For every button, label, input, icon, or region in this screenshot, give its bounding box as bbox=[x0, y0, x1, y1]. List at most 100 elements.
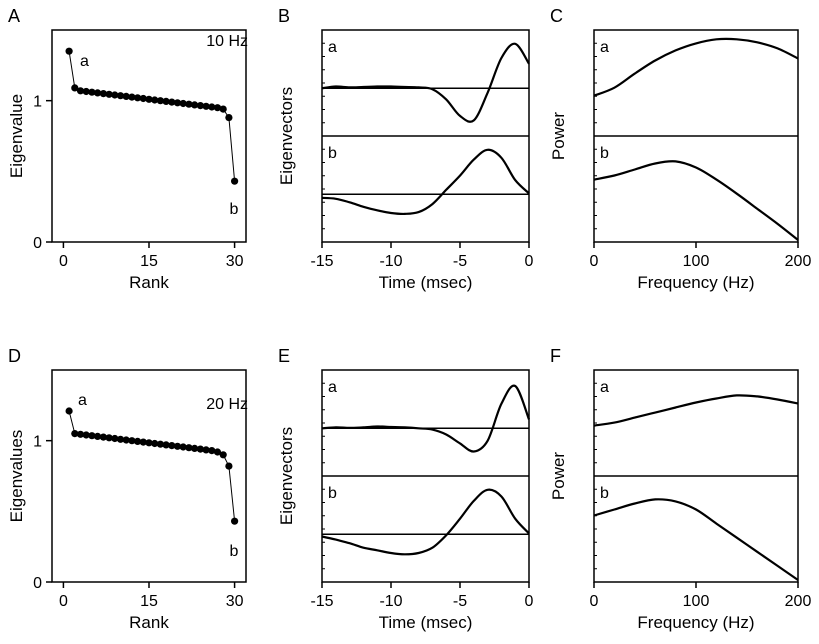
data-point bbox=[111, 434, 119, 443]
data-point bbox=[94, 432, 102, 440]
x-axis-label: Frequency (Hz) bbox=[637, 613, 754, 632]
series-curve-a bbox=[321, 384, 531, 453]
series-curve-b bbox=[321, 148, 530, 216]
x-axis-label: Frequency (Hz) bbox=[637, 273, 754, 292]
panel-d: D 0 15 30 Rank Eigenvalues 0 1 20 Hz a b bbox=[7, 346, 248, 632]
x-tick-label: -5 bbox=[453, 593, 467, 610]
data-point bbox=[128, 437, 136, 445]
x-tick-label: 0 bbox=[525, 593, 534, 610]
y-axis-label: Eigenvalue bbox=[7, 94, 26, 178]
subpanel-label-b: b bbox=[600, 485, 609, 502]
data-point bbox=[105, 90, 113, 98]
annotation-frequency: 10 Hz bbox=[206, 33, 248, 50]
data-point bbox=[99, 90, 107, 98]
x-tick-label: -15 bbox=[310, 253, 333, 270]
data-point bbox=[191, 444, 199, 452]
data-point bbox=[202, 102, 210, 110]
data-point bbox=[134, 94, 142, 102]
data-point bbox=[179, 99, 187, 108]
data-point bbox=[196, 445, 204, 453]
data-point bbox=[88, 88, 96, 96]
data-point bbox=[82, 431, 90, 439]
panel-letter: D bbox=[8, 346, 21, 366]
panel-e: E -15 -10 -5 0 Time (msec) Eigenvectors a b bbox=[277, 346, 534, 632]
data-point bbox=[99, 433, 107, 441]
x-tick-label: -15 bbox=[310, 593, 333, 610]
data-point bbox=[173, 442, 182, 450]
x-tick-label: 0 bbox=[590, 253, 599, 270]
data-point bbox=[105, 434, 113, 442]
y-axis-label: Eigenvectors bbox=[277, 427, 296, 525]
data-point bbox=[173, 99, 182, 107]
data-point bbox=[213, 448, 222, 456]
x-tick-label: 15 bbox=[140, 593, 158, 610]
data-point bbox=[139, 94, 147, 103]
point-label-a: a bbox=[78, 392, 87, 409]
data-point bbox=[145, 95, 153, 103]
subpanel-label-a: a bbox=[600, 379, 609, 396]
x-tick-label: 200 bbox=[785, 253, 812, 270]
data-point bbox=[111, 91, 119, 99]
data-point bbox=[185, 100, 193, 108]
y-axis-label: Eigenvectors bbox=[277, 87, 296, 185]
x-tick-label: 0 bbox=[525, 253, 534, 270]
data-line bbox=[68, 51, 236, 182]
subpanel-label-a: a bbox=[328, 379, 337, 396]
series-curve-b bbox=[321, 488, 530, 556]
series-curve-a bbox=[321, 42, 530, 123]
data-point bbox=[179, 443, 187, 451]
data-point bbox=[94, 89, 102, 97]
data-point bbox=[128, 93, 136, 101]
series-curve-a bbox=[593, 37, 799, 97]
panel-letter: C bbox=[550, 6, 563, 26]
panel-letter: F bbox=[550, 346, 561, 366]
data-point bbox=[122, 92, 130, 100]
data-point bbox=[82, 87, 90, 96]
data-point bbox=[71, 430, 79, 438]
data-point bbox=[225, 114, 233, 122]
data-point bbox=[225, 462, 233, 470]
data-point bbox=[168, 98, 176, 106]
data-point bbox=[231, 517, 239, 525]
y-axis-label: Power bbox=[549, 112, 568, 161]
x-tick-label: 100 bbox=[683, 593, 710, 610]
data-point bbox=[213, 104, 222, 112]
data-point bbox=[162, 441, 170, 449]
subpanel-label-b: b bbox=[600, 145, 609, 162]
x-tick-label: -10 bbox=[379, 593, 402, 610]
data-point bbox=[162, 97, 170, 105]
subpanel-label-a: a bbox=[600, 39, 609, 56]
y-axis-label: Power bbox=[549, 452, 568, 501]
data-point bbox=[202, 446, 210, 454]
data-point bbox=[65, 407, 73, 415]
series-curve-a bbox=[593, 394, 799, 427]
y-tick-label: 0 bbox=[33, 235, 42, 252]
y-tick-label: 1 bbox=[33, 94, 42, 111]
y-tick-label: 0 bbox=[33, 575, 42, 592]
data-point bbox=[139, 438, 147, 446]
point-label-a: a bbox=[80, 53, 89, 70]
data-point bbox=[185, 444, 193, 452]
panel-c: C 0 100 200 Frequency (Hz) Power a b bbox=[549, 6, 811, 292]
data-point bbox=[156, 97, 164, 105]
data-line bbox=[68, 410, 236, 522]
x-tick-label: -10 bbox=[379, 253, 402, 270]
y-tick-label: 1 bbox=[33, 434, 42, 451]
data-point bbox=[76, 430, 85, 438]
series-curve-b bbox=[593, 498, 799, 581]
subpanel-label-b: b bbox=[328, 145, 337, 162]
panel-b: B -15 -10 -5 0 Time (msec) Eigenvectors a b bbox=[277, 6, 534, 292]
data-point bbox=[168, 442, 176, 450]
data-point bbox=[156, 440, 164, 448]
panel-letter: E bbox=[278, 346, 290, 366]
x-tick-label: 200 bbox=[785, 593, 812, 610]
data-point bbox=[191, 101, 199, 109]
x-axis-label: Time (msec) bbox=[379, 273, 473, 292]
data-point bbox=[122, 436, 130, 444]
data-point bbox=[151, 439, 159, 448]
data-point bbox=[116, 92, 125, 100]
data-point bbox=[65, 47, 73, 55]
data-point bbox=[219, 451, 227, 459]
data-point bbox=[145, 439, 153, 447]
